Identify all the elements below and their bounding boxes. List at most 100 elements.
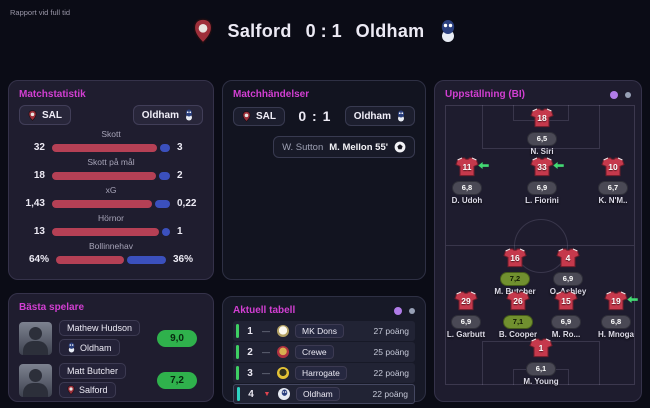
jersey-icon: 16 — [503, 248, 527, 268]
lineup-player[interactable]: 26 7,1 B. Cooper — [483, 291, 553, 339]
event-score: 0 : 1 — [298, 108, 332, 124]
points-text: 27 poäng — [373, 326, 409, 336]
report-title: Rapport vid full tid — [10, 8, 71, 17]
lineup-player[interactable]: 1 6,1 M. Young — [506, 338, 576, 386]
player-name: B. Cooper — [498, 330, 538, 339]
stat-home-value: 13 — [33, 226, 45, 237]
lineup-player[interactable]: 15 6,9 M. Ro... — [531, 291, 601, 339]
league-table-panel: Aktuell tabell 1 — MK Dons 27 poäng 2 — … — [222, 296, 426, 404]
player-rating: 6,5 — [527, 131, 557, 146]
player-rating: 6,1 — [526, 361, 556, 376]
stat-home-value: 18 — [33, 170, 45, 181]
player-rating-badge: 9,0 — [157, 329, 197, 347]
jersey-icon: 15 — [554, 291, 578, 311]
trend-same-icon: — — [262, 347, 270, 357]
away-team-name: Oldham — [355, 20, 425, 41]
position-number: 3 — [247, 367, 253, 379]
lineup-player[interactable]: 10 6,7 K. N'M.. — [578, 157, 648, 205]
jersey-icon: 19 — [604, 291, 628, 311]
oldham-owl-icon — [397, 110, 405, 122]
player-rating-badge: 7,2 — [157, 372, 197, 389]
club-name-chip: Harrogate — [295, 366, 347, 380]
table-row[interactable]: 1 — MK Dons 27 poäng — [233, 321, 415, 341]
pager-dot-active[interactable] — [394, 306, 402, 315]
oldham-owl-icon — [185, 109, 193, 121]
stat-away-value: 3 — [177, 142, 183, 153]
playoff-indicator-bar — [237, 387, 240, 401]
football-pitch: 18 6,5 N. Siri 11 6,8 D. Udoh 33 6,9 L. … — [445, 105, 638, 386]
oldham-owl-icon — [68, 342, 75, 353]
away-team-chip[interactable]: Oldham — [344, 106, 415, 126]
pager-dot-active[interactable] — [610, 90, 618, 99]
home-chip-label: SAL — [256, 110, 276, 122]
match-stats-panel: Matchstatistik SAL Oldham Skott 32 3 Sko… — [8, 80, 214, 280]
best-player-name-chip[interactable]: Mathew Hudson — [59, 320, 141, 336]
home-chip-label: SAL — [42, 109, 62, 121]
best-players-title: Bästa spelare — [19, 302, 85, 313]
best-player-team-chip[interactable]: Oldham — [59, 339, 120, 356]
player-name: L. Fiorini — [525, 196, 559, 205]
stat-label: Hörnor — [98, 213, 124, 223]
stat-corners: Hörnor 13 1 — [19, 213, 203, 237]
stat-away-value: 1 — [177, 226, 183, 237]
stat-home-value: 1,43 — [25, 198, 45, 209]
lineup-player[interactable]: 4 6,9 O. Ashley — [533, 248, 603, 296]
player-name: H. Mnoga — [598, 330, 634, 339]
lineup-panel-title: Uppställning (BI) — [445, 89, 525, 100]
jersey-icon: 10 — [601, 157, 625, 177]
harrogate-badge-icon — [277, 367, 289, 379]
jersey-icon: 18 — [530, 108, 554, 128]
lineup-player[interactable]: 18 6,5 N. Siri — [507, 108, 577, 156]
points-text: 22 poäng — [372, 389, 408, 399]
player-name: M. Young — [523, 377, 559, 386]
trend-same-icon: — — [262, 368, 270, 378]
away-chip-label: Oldham — [141, 109, 179, 121]
scoreline-header: Salford 0 : 1 Oldham — [0, 18, 650, 44]
table-row-highlighted[interactable]: 4 ▼ Oldham 22 poäng — [233, 384, 415, 404]
stat-label: Skott — [101, 129, 121, 139]
best-player-team-chip[interactable]: Salford — [59, 382, 116, 398]
home-team-chip[interactable]: SAL — [19, 105, 71, 125]
stat-possession: Bollinnehav 64% 36% — [19, 241, 203, 265]
lineup-player[interactable]: 11 6,8 D. Udoh — [432, 157, 502, 205]
center-circle — [514, 219, 568, 273]
goal-event-chip[interactable]: W. Sutton M. Mellon 55' — [273, 136, 415, 158]
table-row[interactable]: 2 — Crewe 25 poäng — [233, 342, 415, 362]
team-name: Salford — [79, 385, 108, 395]
away-chip-label: Oldham — [353, 110, 391, 122]
best-player-name-chip[interactable]: Matt Butcher — [59, 363, 127, 379]
player-rating: 6,9 — [553, 271, 583, 286]
home-team-chip[interactable]: SAL — [233, 106, 285, 126]
promotion-indicator-bar — [236, 345, 239, 359]
jersey-icon: 11 — [455, 157, 479, 177]
stat-bar — [52, 171, 170, 180]
stat-away-value: 36% — [173, 254, 194, 265]
stat-away-value: 2 — [177, 170, 183, 181]
player-name: Matt Butcher — [67, 366, 119, 376]
best-player-row[interactable]: Matt Butcher Salford 7,2 — [19, 363, 203, 398]
points-text: 22 poäng — [373, 368, 409, 378]
pager-dot[interactable] — [409, 307, 415, 314]
jersey-icon: 33 — [530, 157, 554, 177]
best-player-row[interactable]: Mathew Hudson Oldham 9,0 — [19, 320, 203, 356]
lineup-panel: Uppställning (BI) 18 6,5 N. Siri 11 6, — [434, 80, 642, 402]
club-name-chip: Oldham — [296, 387, 340, 401]
table-row[interactable]: 3 — Harrogate 22 poäng — [233, 363, 415, 383]
penalty-box-top — [482, 105, 600, 149]
stat-shots: Skott 32 3 — [19, 129, 203, 153]
substitution-icon — [627, 290, 638, 308]
salford-crest-icon — [192, 18, 214, 44]
lineup-player[interactable]: 19 6,8 H. Mnoga — [581, 291, 650, 339]
jersey-icon: 1 — [529, 338, 553, 358]
points-text: 25 poäng — [373, 347, 409, 357]
lineup-player[interactable]: 33 6,9 L. Fiorini — [507, 157, 577, 205]
pager-dot[interactable] — [625, 91, 631, 98]
away-team-chip[interactable]: Oldham — [132, 105, 203, 125]
lineup-player[interactable]: 29 6,9 L. Garbutt — [431, 291, 501, 339]
goal-scorer: M. Mellon 55' — [329, 141, 388, 153]
trend-same-icon: — — [262, 326, 270, 336]
jersey-icon: 4 — [556, 248, 580, 268]
player-rating: 6,7 — [598, 180, 628, 195]
promotion-indicator-bar — [236, 366, 239, 380]
player-rating: 6,8 — [452, 180, 482, 195]
